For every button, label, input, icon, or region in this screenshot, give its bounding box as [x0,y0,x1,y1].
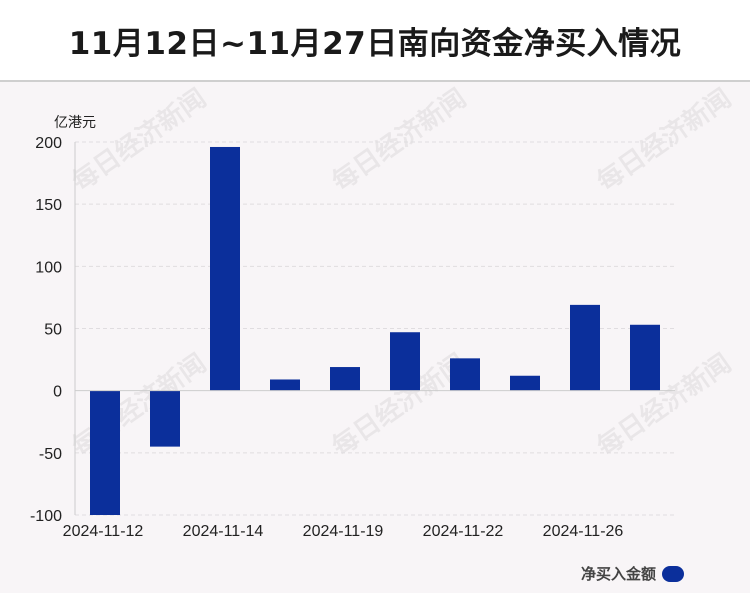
bar [570,304,600,391]
bar [150,390,180,447]
x-tick-label: 2024-11-12 [63,523,144,540]
legend-label: 净买入金额 [580,565,656,583]
y-axis-unit: 亿港元 [54,115,96,131]
bar [270,379,300,391]
x-tick-label: 2024-11-22 [423,523,504,540]
chart-title: 11月12日~11月27日南向资金净买入情况 [68,26,682,62]
bar [390,332,420,391]
x-tick-label: 2024-11-14 [183,523,264,540]
bar [450,358,480,391]
legend: 净买入金额 [581,563,684,584]
bar [510,375,540,391]
bar [90,390,120,515]
title-area: 11月12日~11月27日南向资金净买入情况 [0,0,750,80]
x-tick-label: 2024-11-26 [543,523,624,540]
bar [630,324,660,391]
bar [210,146,240,391]
y-tick-label: 50 [44,322,62,339]
title-divider [0,80,750,82]
x-tick-label: 2024-11-19 [303,523,384,540]
plot-background [0,82,750,593]
legend-swatch [662,565,684,582]
y-tick-label: -100 [30,508,62,525]
y-tick-label: 150 [35,197,62,214]
y-tick-label: 200 [35,135,62,152]
y-tick-label: 0 [53,384,62,401]
y-tick-label: -50 [39,446,62,463]
y-tick-label: 100 [35,259,62,276]
bar [330,367,360,391]
